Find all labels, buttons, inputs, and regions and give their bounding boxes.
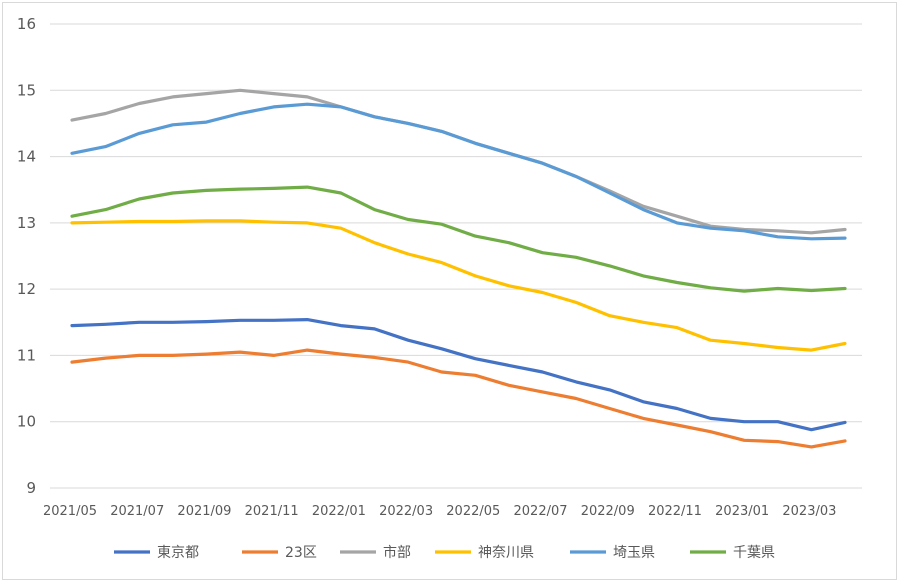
series-line-2	[70, 88, 847, 235]
x-tick-label: 2022/11	[648, 504, 702, 519]
series-line-4	[70, 102, 847, 241]
series-line-5	[70, 185, 847, 293]
y-tick-label: 15	[17, 81, 36, 99]
x-tick-label: 2023/03	[782, 504, 836, 519]
x-tick-label: 2023/01	[715, 504, 769, 519]
legend-label-4: 埼玉県	[613, 545, 655, 561]
legend-label-2: 市部	[383, 544, 411, 561]
y-tick-label: 13	[17, 214, 36, 232]
y-tick-label: 16	[17, 15, 36, 33]
gridlines	[50, 23, 862, 489]
x-tick-label: 2021/05	[43, 504, 97, 519]
y-tick-label: 9	[26, 479, 36, 497]
x-tick-label: 2021/09	[177, 504, 231, 519]
x-tick-label: 2022/05	[446, 504, 500, 519]
x-tick-label: 2021/07	[110, 504, 164, 519]
y-tick-label: 12	[17, 280, 36, 298]
x-tick-label: 2022/09	[581, 504, 635, 519]
x-tick-label: 2022/01	[312, 504, 366, 519]
series-line-1	[70, 348, 847, 449]
series-line-0	[70, 318, 847, 432]
legend-label-5: 千葉県	[733, 545, 775, 561]
y-tick-label: 10	[17, 413, 36, 431]
y-tick-label: 14	[17, 148, 36, 166]
series-lines	[70, 88, 847, 449]
legend-label-3: 神奈川県	[478, 545, 534, 561]
legend-label-1: 23区	[285, 545, 317, 561]
legend-label-0: 東京都	[157, 545, 199, 561]
y-axis-ticks: 9 10 11 12 13 14 15 16	[17, 15, 36, 497]
legend: 東京都 23区 市部 神奈川県 埼玉県 千葉県	[114, 544, 775, 561]
x-tick-label: 2021/11	[245, 504, 299, 519]
x-tick-label: 2022/07	[514, 504, 568, 519]
series-line-3	[70, 219, 847, 352]
x-tick-label: 2022/03	[379, 504, 433, 519]
y-tick-label: 11	[17, 346, 36, 364]
x-axis-ticks: 2021/05 2021/07 2021/09 2021/11 2022/01 2022/…	[43, 504, 836, 519]
